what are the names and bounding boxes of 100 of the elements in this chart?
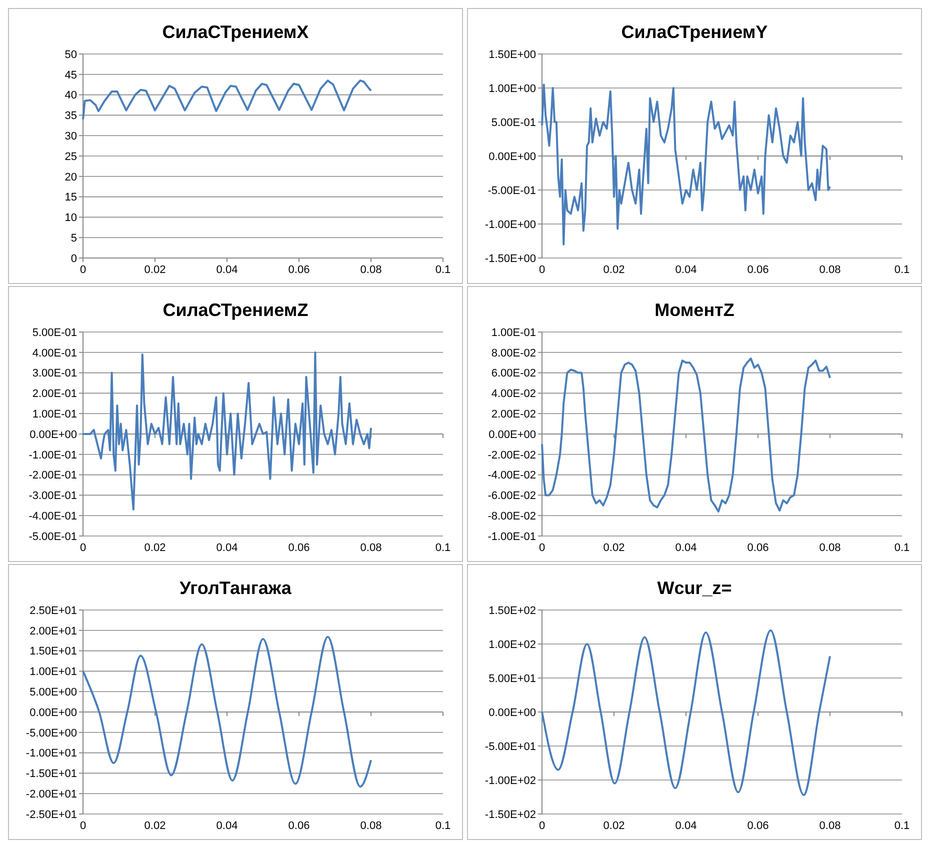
x-tick-label: 0.08 [360,542,382,554]
y-tick-label: 2.00E-01 [32,388,77,400]
y-tick-label: 2.00E-02 [491,408,536,420]
y-tick-label: 1.00E-01 [32,408,77,420]
y-tick-label: 6.00E-02 [491,368,536,380]
y-tick-label: -4.00E-02 [488,470,536,482]
x-tick-label: 0.06 [747,264,769,276]
y-tick-label: 40 [64,90,77,102]
y-tick-label: 5 [70,232,77,244]
chart-title: УголТангажа [180,578,292,598]
x-tick-label: 0.1 [894,542,910,554]
x-tick-label: 0.06 [288,264,310,276]
x-tick-label: 0 [80,820,86,832]
y-tick-label: 15 [64,192,77,204]
x-tick-label: 0.02 [603,264,625,276]
chart-title: Wcur_z= [657,578,732,598]
x-tick-label: 0.1 [435,542,451,554]
x-tick-label: 0 [80,264,86,276]
y-tick-label: 2.50E+01 [30,604,77,617]
x-tick-label: 0.04 [675,542,697,554]
line-series [541,84,831,246]
y-tick-label: 0.00E+00 [488,428,536,441]
y-tick-label: -1.00E+02 [484,774,536,787]
y-tick-label: -4.00E-01 [28,510,77,522]
y-tick-label: 5.00E+01 [488,672,536,685]
x-tick-label: 0.04 [675,820,697,832]
y-tick-label: -5.00E+00 [26,727,77,740]
x-tick-label: 0.06 [747,542,769,554]
x-tick-label: 0.02 [144,820,166,832]
y-tick-label: 1.00E+00 [488,82,536,95]
y-tick-label: 4.00E-01 [32,347,77,360]
x-tick-label: 0.08 [360,820,382,832]
line-series [541,358,831,513]
y-tick-label: 3.00E-01 [32,368,77,380]
y-tick-label: -1.00E-01 [28,449,77,462]
y-tick-label: 1.50E+02 [488,604,536,617]
line-series [82,80,372,120]
chart-title: СилаСТрениемX [162,22,309,42]
x-tick-label: 0.06 [747,820,769,832]
y-tick-label: -3.00E-01 [28,490,77,502]
x-tick-label: 0 [538,820,546,832]
x-tick-label: 0.08 [360,264,382,276]
y-tick-label: 25 [64,150,77,163]
y-tick-label: -1.00E+01 [26,748,77,760]
y-tick-label: 5.00E-01 [32,326,77,339]
x-tick-label: 0.1 [435,820,451,832]
y-tick-label: -5.00E-01 [28,530,77,543]
line-series [82,636,372,788]
y-tick-label: 5.00E-01 [491,116,536,129]
y-tick-label: 50 [64,48,77,61]
y-tick-label: -1.50E+01 [26,768,77,780]
y-tick-label: 10 [64,212,77,224]
y-tick-label: -1.00E-01 [488,530,536,543]
y-tick-label: 30 [64,130,77,142]
y-tick-label: 8.00E-02 [491,347,536,360]
x-tick-label: 0.08 [819,542,841,554]
y-tick-label: 4.00E-02 [491,388,536,400]
x-tick-label: 0.1 [435,264,451,276]
y-tick-label: -5.00E-01 [488,184,536,197]
y-tick-label: 0.00E+00 [30,428,77,441]
y-tick-label: 2.00E+01 [30,625,77,638]
x-tick-label: 0.06 [288,820,310,832]
x-tick-label: 0.04 [216,264,238,276]
y-tick-label: 5.00E+00 [30,686,77,698]
chart-title: СилаСТрениемY [621,22,768,42]
x-tick-label: 0.04 [675,264,697,276]
y-tick-label: -1.50E+00 [484,252,536,265]
x-tick-label: 0.1 [894,820,910,832]
x-tick-label: 0.02 [603,820,625,832]
chart-title: МоментZ [654,300,734,320]
y-tick-label: 0 [70,252,77,265]
x-tick-label: 0.08 [819,820,841,832]
x-tick-label: 0 [538,264,546,276]
y-tick-label: -1.50E+02 [484,808,536,821]
y-tick-label: 1.00E+01 [30,666,77,678]
line-series [82,351,372,510]
y-tick-label: -2.00E+01 [26,788,77,800]
y-tick-label: -5.00E+01 [484,740,536,753]
y-tick-label: 20 [64,171,77,184]
y-tick-label: 45 [64,69,77,82]
x-tick-label: 0.08 [819,264,841,276]
y-tick-label: 0.00E+00 [488,706,536,719]
line-series [541,629,831,796]
y-tick-label: -2.00E-02 [488,449,536,462]
x-tick-label: 0.04 [216,542,238,554]
x-tick-label: 0.02 [144,264,166,276]
x-tick-label: 0 [538,542,546,554]
y-tick-label: -6.00E-02 [488,490,536,502]
y-tick-label: 35 [64,110,77,122]
y-tick-label: 1.00E-01 [491,326,536,339]
y-tick-label: 0.00E+00 [488,150,536,163]
y-tick-label: -2.50E+01 [26,808,77,821]
y-tick-label: -2.00E-01 [28,470,77,482]
x-tick-label: 0 [80,542,86,554]
x-tick-label: 0.1 [894,264,910,276]
chart-title: СилаСТрениемZ [162,300,308,320]
y-tick-label: 0.00E+00 [30,706,77,719]
x-tick-label: 0.02 [144,542,166,554]
y-tick-label: -1.00E+00 [484,218,536,231]
y-tick-label: 1.00E+02 [488,638,536,651]
